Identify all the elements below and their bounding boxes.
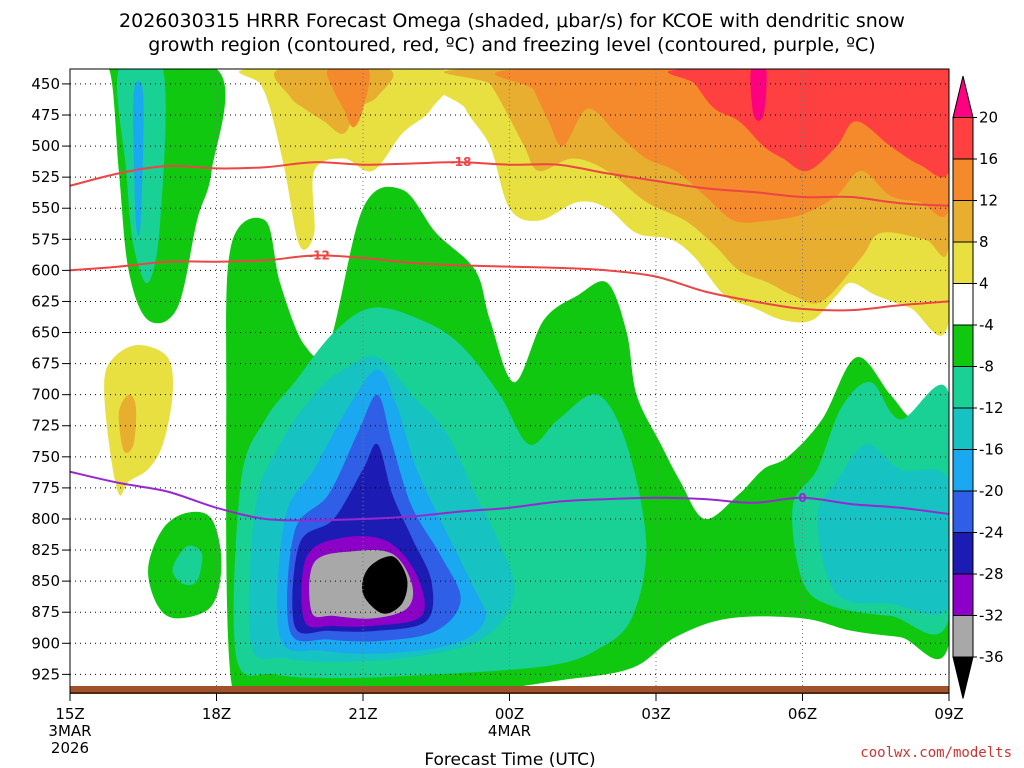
colorbar-swatch <box>952 407 974 450</box>
omega-area-strong-descent-upper <box>326 69 370 128</box>
y-tick-label: 800 <box>31 510 60 528</box>
colorbar: 20 16 12 8 4 -4 -8 -12 -16 -20 -24 -28 -32 -36 <box>952 75 1004 699</box>
omega-area-extreme-descent <box>750 69 767 121</box>
colorbar-swatch <box>952 158 974 201</box>
y-tick-label: 500 <box>31 137 60 155</box>
y-tick-label: 750 <box>31 448 60 466</box>
colorbar-label: -16 <box>979 441 1004 459</box>
colorbar-swatch <box>952 366 974 409</box>
colorbar-label: 8 <box>979 233 989 251</box>
colorbar-label: -20 <box>979 482 1004 500</box>
chart-title-line-2: growth region (contoured, red, ºC) and f… <box>148 34 875 56</box>
x-tick-label: 21Z <box>348 705 377 723</box>
y-tick-label: 625 <box>31 292 60 310</box>
y-tick-label: 700 <box>31 386 60 404</box>
y-tick-label: 900 <box>31 634 60 652</box>
colorbar-swatch <box>952 490 974 533</box>
y-tick-label: 675 <box>31 355 60 373</box>
x-tick-label: 15Z <box>55 705 84 723</box>
colorbar-swatch <box>952 324 974 367</box>
colorbar-label: -12 <box>979 399 1004 417</box>
colorbar-label: -8 <box>979 358 994 376</box>
colorbar-swatch <box>952 615 974 658</box>
colorbar-swatch <box>952 449 974 492</box>
colorbar-swatch <box>952 200 974 243</box>
omega-area-maximum-ascent <box>362 556 408 614</box>
colorbar-top-arrow <box>952 75 974 118</box>
y-tick-label: 475 <box>31 106 60 124</box>
omega-area-small-descent-patch-core <box>118 394 137 453</box>
contour-label: -18 <box>450 155 472 169</box>
y-tick-label: 550 <box>31 199 60 217</box>
x-tick-label: 03Z <box>641 705 670 723</box>
y-tick-label: 875 <box>31 603 60 621</box>
y-tick-label: 650 <box>31 324 60 342</box>
y-tick-label: 525 <box>31 168 60 186</box>
omega-area-descent-upper <box>239 69 454 250</box>
colorbar-label: -28 <box>979 565 1004 583</box>
colorbar-swatch <box>952 283 974 326</box>
colorbar-label: 12 <box>979 192 998 210</box>
x-tick-date: 3MAR <box>48 722 91 740</box>
x-tick-date: 4MAR <box>488 722 531 740</box>
omega-area-strong-ascent-right <box>817 444 949 615</box>
colorbar-label: -32 <box>979 607 1004 625</box>
contour-label-layer: -18 -12 0 <box>308 155 806 505</box>
contour-line-0 <box>70 161 949 207</box>
chart-title-line-1: 2026030315 HRRR Forecast Omega (shaded, … <box>119 10 905 32</box>
x-tick-label: 09Z <box>934 705 963 723</box>
contour-line-2 <box>70 470 949 522</box>
y-tick-label: 925 <box>31 665 60 683</box>
colorbar-label: 4 <box>979 275 989 293</box>
colorbar-label: -4 <box>979 316 994 334</box>
omega-area-small-ascent-patch-lower-left-core <box>172 545 203 586</box>
pressure-axis: 450 475 500 525 550 575 600 625 650 675 700 725 750 7… <box>31 75 70 683</box>
y-tick-label: 825 <box>31 541 60 559</box>
grid-layer <box>70 69 949 693</box>
omega-area-intense-descent-right <box>667 69 949 178</box>
colorbar-label: 16 <box>979 150 998 168</box>
y-tick-label: 575 <box>31 230 60 248</box>
x-tick-label: 06Z <box>788 705 817 723</box>
omega-area-small-descent-patch <box>104 345 173 496</box>
x-axis-label: Forecast Time (UTC) <box>424 750 595 768</box>
omega-shading-layer <box>84 69 949 693</box>
omega-area-strong-ascent-left <box>133 80 144 237</box>
contour-label: -12 <box>308 249 330 263</box>
x-tick-label: 18Z <box>202 705 231 723</box>
y-tick-label: 775 <box>31 479 60 497</box>
y-tick-label: 725 <box>31 417 60 435</box>
contour-layer <box>70 161 949 522</box>
y-tick-label: 600 <box>31 261 60 279</box>
y-tick-label: 850 <box>31 572 60 590</box>
x-tick-year: 2026 <box>51 739 89 757</box>
colorbar-label: 20 <box>979 109 998 127</box>
colorbar-swatch <box>952 117 974 160</box>
credit-text: coolwx.com/modelts <box>860 745 1012 761</box>
colorbar-bottom-arrow <box>952 656 974 699</box>
colorbar-swatch <box>952 241 974 284</box>
colorbar-swatch <box>952 573 974 616</box>
contour-label: 0 <box>798 491 806 505</box>
colorbar-label: -36 <box>979 648 1004 666</box>
colorbar-label: -24 <box>979 524 1004 542</box>
contour-line-1 <box>70 254 949 312</box>
y-tick-label: 450 <box>31 75 60 93</box>
colorbar-swatch <box>952 532 974 575</box>
x-tick-label: 00Z <box>495 705 524 723</box>
ground-strip <box>70 686 949 694</box>
